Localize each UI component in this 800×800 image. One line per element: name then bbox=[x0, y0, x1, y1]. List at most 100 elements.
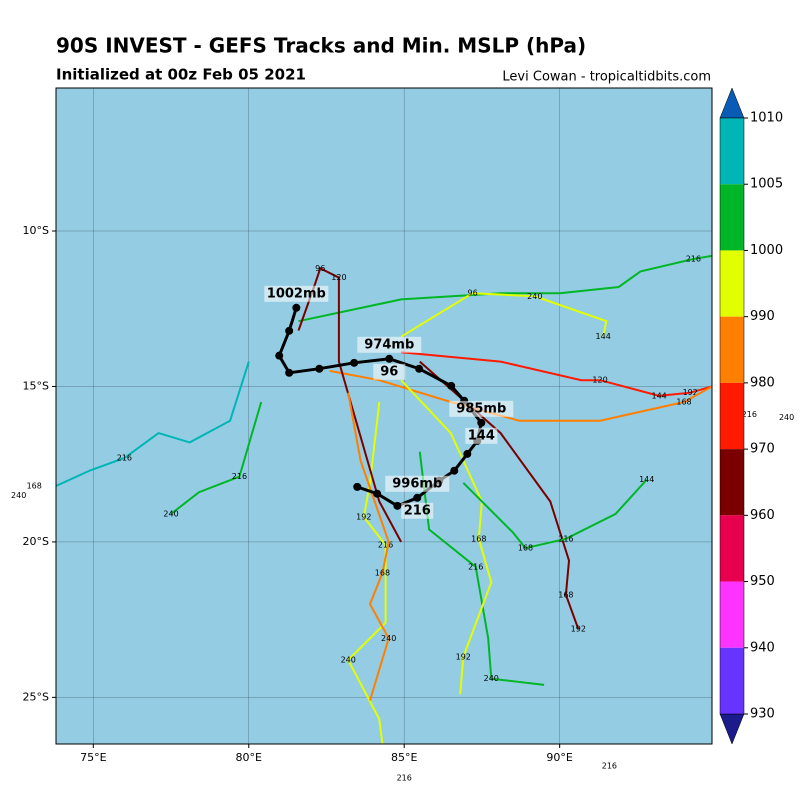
ensemble-track bbox=[329, 369, 712, 422]
labels: 75°E 80°E 85°E 90°E 10°S 15°S 20°S 25°S 1002mb 97… bbox=[11, 224, 794, 783]
y-tick-label: 10°S bbox=[23, 224, 49, 237]
label-box bbox=[264, 285, 329, 302]
ensemble-track bbox=[170, 401, 263, 515]
ensemble-track bbox=[400, 292, 608, 338]
colorbar-band bbox=[720, 316, 744, 383]
hour-label: 96 bbox=[468, 289, 478, 298]
colorbar-label: 960 bbox=[750, 508, 775, 523]
mean-track-point bbox=[477, 418, 486, 427]
hour-label: 216 bbox=[558, 534, 573, 543]
mean-track-point bbox=[350, 358, 359, 367]
x-tick-label: 85°E bbox=[391, 751, 417, 764]
hour-label: 216 bbox=[232, 472, 247, 481]
colorbar-extension bbox=[719, 713, 745, 745]
colorbar-label: 940 bbox=[750, 640, 775, 655]
map-background bbox=[56, 88, 712, 744]
mean-track-point bbox=[447, 381, 456, 390]
hour-label: 240 bbox=[163, 509, 178, 518]
hour-label: 216 bbox=[117, 453, 132, 462]
colorbar-label: 970 bbox=[750, 442, 775, 457]
mean-track-point bbox=[385, 354, 394, 363]
hour-label: 168 bbox=[558, 590, 573, 599]
label-box bbox=[385, 475, 450, 492]
hour-label: 192 bbox=[456, 652, 471, 661]
ensemble-track bbox=[298, 254, 712, 323]
ensemble-track bbox=[419, 360, 580, 630]
hour-label: 144 bbox=[639, 475, 654, 484]
hour-label: 192 bbox=[571, 624, 586, 633]
credit: Levi Cowan - tropicaltidbits.com bbox=[502, 70, 711, 85]
mean-track-point bbox=[315, 364, 324, 373]
hour-label: 144 bbox=[652, 391, 667, 400]
mean-track-point bbox=[285, 368, 294, 377]
y-tick-label: 20°S bbox=[23, 535, 49, 548]
ensemble-track bbox=[401, 351, 712, 397]
mean-track-point bbox=[275, 351, 284, 360]
label-box bbox=[373, 363, 406, 380]
pressure-label: 996mb bbox=[392, 476, 442, 491]
colorbar-label: 930 bbox=[750, 707, 775, 722]
hour-label: 192 bbox=[683, 388, 698, 397]
chart-title: 90S INVEST - GEFS Tracks and Min. MSLP (… bbox=[56, 34, 586, 58]
colorbar-extension bbox=[719, 87, 745, 119]
colorbar-band bbox=[720, 581, 744, 648]
label-box bbox=[465, 427, 498, 444]
hour-label: 192 bbox=[356, 513, 371, 522]
colorbar-band bbox=[720, 647, 744, 714]
colorbar-frame bbox=[719, 117, 745, 715]
mean-track-point bbox=[413, 493, 422, 502]
colorbar-band bbox=[720, 382, 744, 450]
x-tick-label: 75°E bbox=[80, 751, 106, 764]
hour-label: 216 bbox=[742, 410, 757, 419]
ensemble-track bbox=[400, 379, 493, 695]
colorbar-label: 950 bbox=[750, 574, 775, 589]
mean-track-point bbox=[415, 364, 424, 373]
mean-track-point bbox=[285, 326, 294, 335]
hour-label: 120 bbox=[592, 376, 607, 385]
mean-track-point bbox=[393, 501, 402, 510]
colorbar-label: 1000 bbox=[750, 243, 783, 258]
mean-track-point bbox=[463, 449, 472, 458]
colorbar-label: 980 bbox=[750, 375, 775, 390]
mean-track-point bbox=[353, 482, 362, 491]
hour-label: 216 bbox=[378, 541, 393, 550]
ensemble-track bbox=[346, 401, 387, 744]
hour-label: 120 bbox=[331, 273, 346, 282]
hour-label: 240 bbox=[527, 292, 542, 301]
hour-label: 168 bbox=[27, 481, 42, 490]
hour-label: 168 bbox=[375, 569, 390, 578]
mean-track-point bbox=[450, 466, 459, 475]
colorbar-band bbox=[720, 250, 744, 317]
colorbar-band bbox=[720, 515, 744, 582]
label-box bbox=[449, 400, 514, 417]
pressure-label: 1002mb bbox=[267, 286, 326, 301]
hour-label: 144 bbox=[596, 332, 611, 341]
hour-label: 216 bbox=[397, 774, 412, 783]
label-box bbox=[401, 502, 434, 519]
chart-subtitle: Initialized at 00z Feb 05 2021 bbox=[56, 66, 306, 84]
hour-label: 168 bbox=[676, 398, 691, 407]
y-tick-label: 25°S bbox=[23, 690, 49, 703]
colorbar: 1010 1005 1000 990 980 970 960 950 940 930 bbox=[719, 87, 783, 745]
colorbar-band bbox=[720, 449, 744, 516]
mean-hour-label: 96 bbox=[380, 364, 398, 379]
mean-hour-label: 216 bbox=[404, 503, 431, 518]
hour-label: 168 bbox=[518, 544, 533, 553]
hour-label: 216 bbox=[602, 761, 617, 770]
ensemble-track bbox=[56, 361, 250, 487]
x-tick-label: 80°E bbox=[236, 751, 262, 764]
mean-hour-label: 144 bbox=[468, 428, 495, 443]
hour-label: 240 bbox=[381, 634, 396, 643]
hour-label: 240 bbox=[484, 674, 499, 683]
ensemble-track bbox=[347, 392, 390, 701]
pressure-label: 974mb bbox=[364, 337, 414, 352]
mean-track-point bbox=[373, 489, 382, 498]
hour-label: 216 bbox=[468, 562, 483, 571]
pressure-label: 985mb bbox=[456, 401, 506, 416]
colorbar-label: 1005 bbox=[750, 177, 783, 192]
colorbar-band bbox=[720, 184, 744, 251]
hour-label: 240 bbox=[779, 413, 794, 422]
hour-label: 96 bbox=[315, 264, 325, 273]
